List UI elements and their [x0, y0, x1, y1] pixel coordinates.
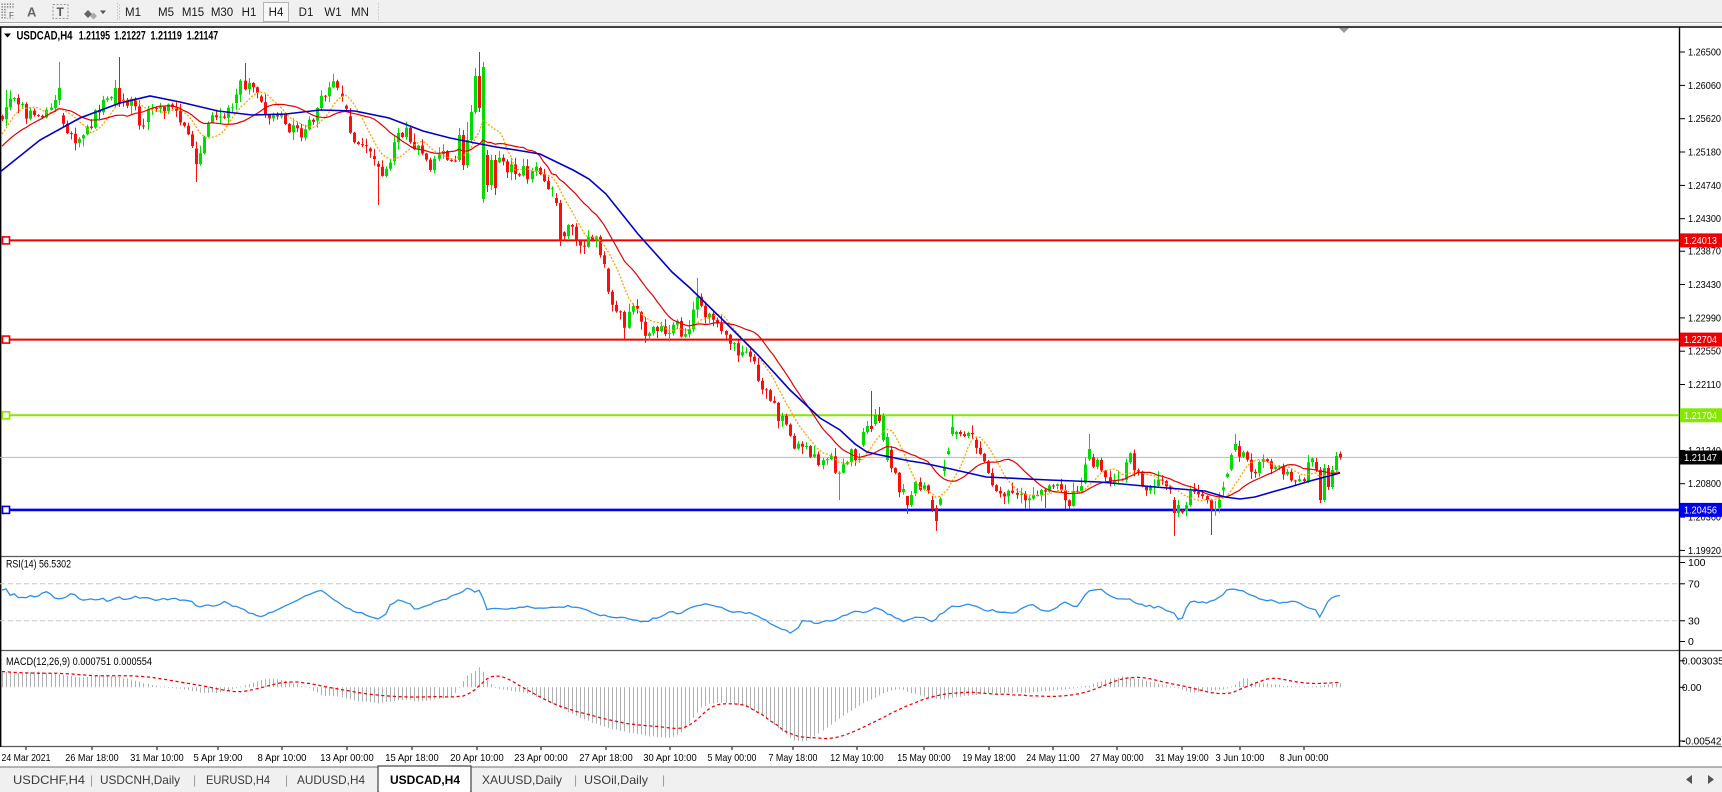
svg-text:1.25180: 1.25180 [1688, 147, 1721, 159]
svg-text:7 May 18:00: 7 May 18:00 [769, 752, 818, 764]
svg-text:H4: H4 [269, 7, 284, 19]
svg-text:19 May 18:00: 19 May 18:00 [962, 752, 1016, 764]
svg-text:3 Jun 10:00: 3 Jun 10:00 [1216, 752, 1265, 764]
svg-text:MN: MN [351, 7, 369, 19]
svg-text:1.21195: 1.21195 [79, 29, 111, 43]
svg-text:-0.005429: -0.005429 [1682, 737, 1722, 748]
svg-text:20 Apr 10:00: 20 Apr 10:00 [450, 752, 504, 764]
svg-text:EURUSD,H4: EURUSD,H4 [206, 773, 270, 787]
svg-text:0.003035: 0.003035 [1682, 656, 1722, 667]
svg-text:13 Apr 00:00: 13 Apr 00:00 [320, 752, 374, 764]
svg-text:70: 70 [1688, 578, 1700, 590]
svg-text:1.24300: 1.24300 [1688, 213, 1721, 225]
svg-text:USDCHF,H4: USDCHF,H4 [13, 773, 85, 787]
svg-text:USOil,Daily: USOil,Daily [584, 773, 648, 787]
svg-text:AUDUSD,H4: AUDUSD,H4 [297, 773, 365, 787]
svg-text:1.20800: 1.20800 [1688, 478, 1721, 490]
svg-text:|: | [193, 773, 196, 787]
svg-text:24 May 11:00: 24 May 11:00 [1026, 752, 1080, 764]
svg-text:M1: M1 [125, 7, 141, 19]
svg-text:USDCNH,Daily: USDCNH,Daily [100, 773, 180, 787]
svg-text:23 Apr 00:00: 23 Apr 00:00 [514, 752, 568, 764]
svg-text:1.22990: 1.22990 [1688, 312, 1721, 324]
svg-text:24 Mar 2021: 24 Mar 2021 [2, 752, 51, 764]
svg-text:15 Apr 18:00: 15 Apr 18:00 [385, 752, 439, 764]
svg-text:12 May 10:00: 12 May 10:00 [830, 752, 884, 764]
svg-text:A: A [27, 5, 37, 20]
svg-text:1.21147: 1.21147 [1684, 452, 1717, 464]
svg-text:1.21704: 1.21704 [1684, 410, 1717, 422]
svg-text:D1: D1 [299, 7, 314, 19]
svg-text:H1: H1 [242, 7, 257, 19]
svg-text:|: | [285, 773, 288, 787]
svg-text:1.24740: 1.24740 [1688, 180, 1721, 192]
svg-text:M5: M5 [158, 7, 174, 19]
svg-text:0: 0 [1688, 636, 1694, 648]
svg-text:26 Mar 18:00: 26 Mar 18:00 [65, 752, 119, 764]
svg-text:1.26060: 1.26060 [1688, 80, 1721, 92]
svg-text:30: 30 [1688, 615, 1700, 627]
svg-text:100: 100 [1688, 557, 1706, 569]
svg-text:1.21227: 1.21227 [114, 29, 146, 43]
svg-text:USDCAD,H4: USDCAD,H4 [390, 773, 460, 787]
svg-text:5 Apr 19:00: 5 Apr 19:00 [194, 752, 243, 764]
svg-text:1.21147: 1.21147 [187, 29, 219, 43]
svg-text:M15: M15 [182, 7, 204, 19]
svg-text:1.23430: 1.23430 [1688, 279, 1721, 291]
svg-text:0.00: 0.00 [1682, 683, 1702, 694]
svg-text:27 May 00:00: 27 May 00:00 [1090, 752, 1144, 764]
svg-text:RSI(14) 56.5302: RSI(14) 56.5302 [6, 559, 71, 571]
svg-text:M30: M30 [211, 7, 233, 19]
svg-text:1.24013: 1.24013 [1684, 235, 1717, 247]
svg-text:T: T [57, 5, 65, 19]
svg-text:1.20456: 1.20456 [1684, 504, 1717, 516]
svg-text:W1: W1 [324, 7, 341, 19]
svg-text:5 May 00:00: 5 May 00:00 [708, 752, 757, 764]
svg-text:30 Apr 10:00: 30 Apr 10:00 [643, 752, 697, 764]
svg-text:1.22704: 1.22704 [1684, 334, 1717, 346]
svg-text:F: F [9, 11, 14, 20]
svg-text:1.23870: 1.23870 [1688, 246, 1721, 258]
svg-text:|: | [662, 773, 665, 787]
svg-text:31 May 19:00: 31 May 19:00 [1155, 752, 1209, 764]
svg-text:1.25620: 1.25620 [1688, 113, 1721, 125]
svg-text:MACD(12,26,9) 0.000751 0.00055: MACD(12,26,9) 0.000751 0.000554 [6, 656, 152, 668]
svg-text:1.19920: 1.19920 [1688, 545, 1721, 557]
svg-text:31 Mar 10:00: 31 Mar 10:00 [130, 752, 184, 764]
svg-text:XAUUSD,Daily: XAUUSD,Daily [482, 773, 562, 787]
svg-text:15 May 00:00: 15 May 00:00 [897, 752, 951, 764]
svg-text:8 Jun 00:00: 8 Jun 00:00 [1280, 752, 1329, 764]
svg-text:1.26500: 1.26500 [1688, 47, 1721, 59]
svg-text:|: | [574, 773, 577, 787]
svg-text:8 Apr 10:00: 8 Apr 10:00 [258, 752, 307, 764]
svg-text:1.22550: 1.22550 [1688, 346, 1721, 358]
svg-text:27 Apr 18:00: 27 Apr 18:00 [579, 752, 633, 764]
svg-text:1.22110: 1.22110 [1688, 379, 1721, 391]
svg-text:|: | [90, 773, 93, 787]
svg-text:1.21119: 1.21119 [151, 29, 183, 43]
svg-text:USDCAD,H4: USDCAD,H4 [17, 29, 73, 43]
